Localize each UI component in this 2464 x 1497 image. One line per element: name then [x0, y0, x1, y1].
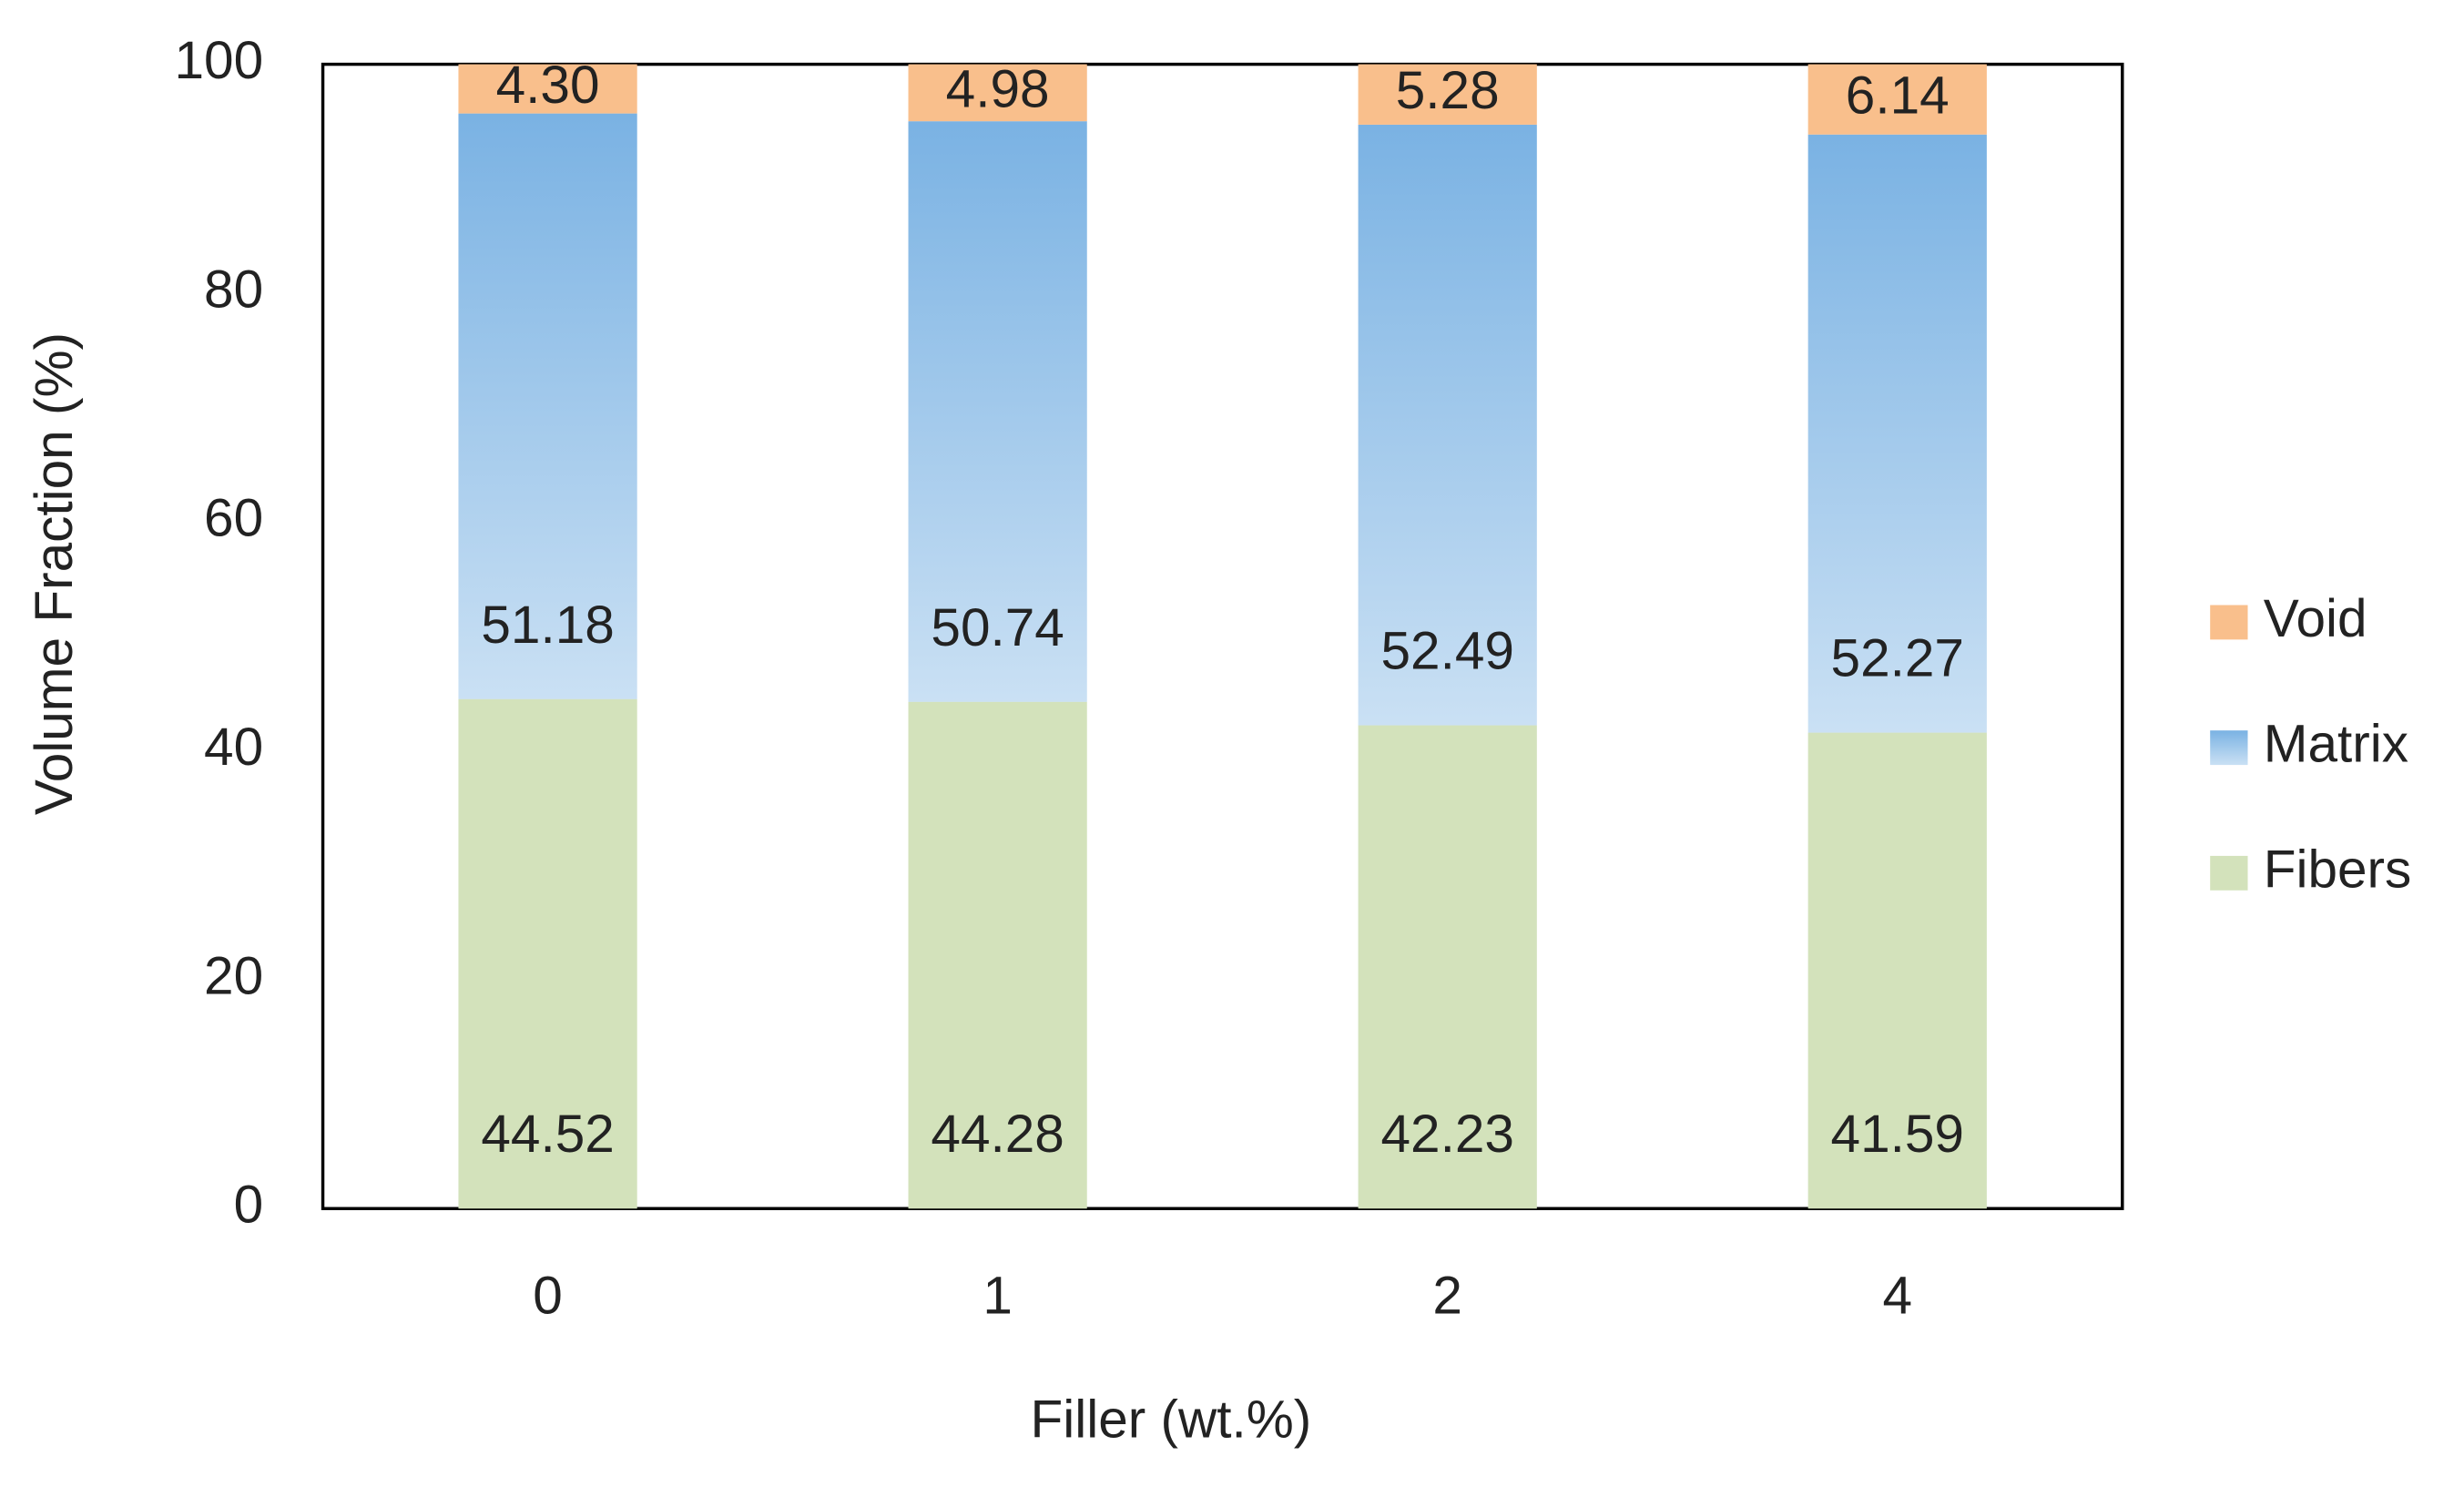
x-tick-label: 0	[533, 1267, 563, 1326]
bar-segment	[458, 64, 637, 114]
legend-label: Void	[2264, 589, 2367, 648]
data-label: 42.23	[1380, 1105, 1513, 1164]
x-tick-label: 1	[983, 1267, 1013, 1326]
y-axis-label: Volume Fraction (%)	[25, 332, 84, 815]
legend-marker	[2210, 855, 2248, 891]
legend-marker	[2210, 605, 2248, 640]
data-label: 44.28	[931, 1105, 1064, 1164]
bar-segment	[908, 64, 1087, 122]
x-axis-label: Filler (wt.%)	[1030, 1390, 1311, 1450]
bar-segment	[458, 113, 637, 699]
bar-segment	[1358, 725, 1537, 1209]
plot-frame	[321, 62, 2124, 1210]
bar-segment	[1807, 732, 1987, 1209]
y-tick-label: 20	[204, 946, 263, 1005]
y-tick-label: 60	[204, 489, 263, 548]
data-label: 52.49	[1380, 622, 1513, 681]
y-tick-label: 0	[234, 1176, 264, 1235]
data-label: 51.18	[481, 596, 614, 655]
data-label: 4.30	[496, 56, 600, 115]
bar-segment	[908, 701, 1087, 1209]
data-label: 50.74	[931, 598, 1064, 657]
legend-marker	[2210, 730, 2248, 766]
x-tick-label: 4	[1882, 1267, 1912, 1326]
bar-segment	[1358, 64, 1537, 125]
bar-segment	[1807, 64, 1987, 135]
y-tick-label: 80	[204, 260, 263, 319]
y-tick-label: 40	[204, 718, 263, 777]
data-label: 44.52	[481, 1105, 614, 1164]
legend-label: Matrix	[2264, 715, 2408, 774]
bar-segment	[908, 121, 1087, 702]
data-label: 5.28	[1396, 61, 1500, 120]
data-label: 6.14	[1846, 66, 1950, 126]
y-tick-label: 100	[174, 31, 263, 90]
bar-segment	[1807, 134, 1987, 733]
data-label: 41.59	[1831, 1105, 1964, 1164]
bar-segment	[1358, 124, 1537, 726]
data-label: 4.98	[946, 59, 1050, 118]
data-label: 52.27	[1831, 629, 1964, 688]
bar-segment	[458, 698, 637, 1209]
legend-label: Fibers	[2264, 840, 2412, 899]
x-tick-label: 2	[1432, 1267, 1462, 1326]
